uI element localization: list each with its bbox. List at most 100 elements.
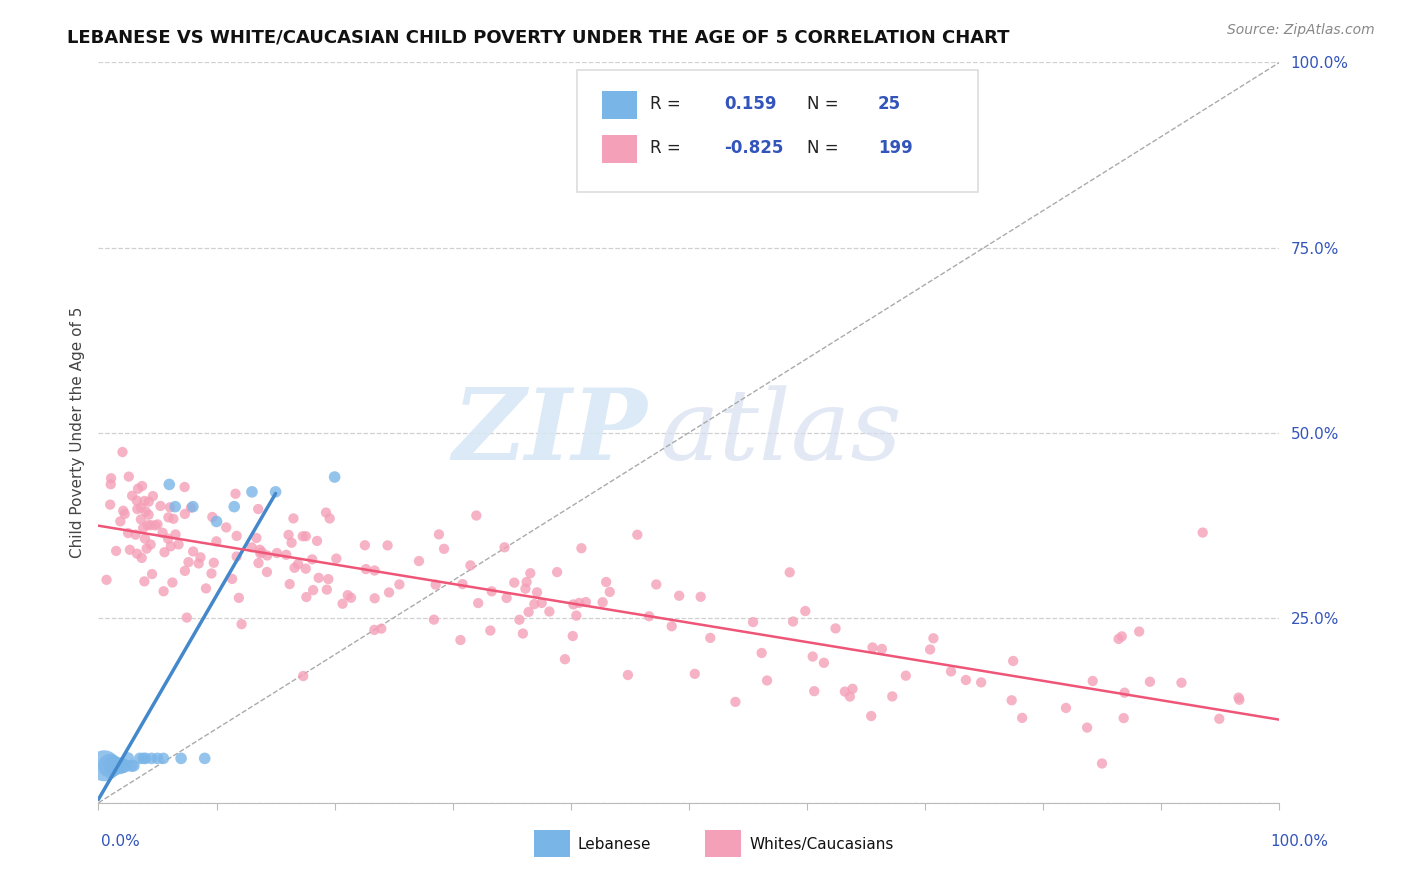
Point [336, 588, 359, 602]
Point [378, 585, 401, 599]
FancyBboxPatch shape [706, 830, 741, 857]
Point [834, 684, 856, 698]
Point [100, 471, 122, 485]
Point [125, 493, 148, 508]
Point [377, 538, 399, 552]
Text: R =: R = [650, 95, 686, 113]
Point [100, 477, 122, 491]
Point [305, 533, 328, 548]
Point [247, 502, 270, 516]
Point [546, 565, 568, 579]
Point [302, 583, 325, 598]
Point [689, 590, 711, 604]
Point [149, 499, 172, 513]
Point [134, 494, 156, 508]
Point [231, 617, 253, 632]
Point [132, 751, 155, 765]
Point [159, 539, 181, 553]
Point [177, 555, 200, 569]
Point [363, 564, 385, 578]
Point [187, 557, 209, 571]
Point [153, 545, 176, 559]
Text: Whites/Caucasians: Whites/Caucasians [749, 837, 894, 852]
Point [645, 577, 668, 591]
Point [157, 510, 180, 524]
Point [370, 622, 392, 636]
Point [661, 619, 683, 633]
Point [180, 500, 202, 515]
Point [205, 534, 228, 549]
Point [460, 558, 482, 573]
Text: 25: 25 [877, 95, 901, 113]
Point [595, 574, 617, 589]
Point [515, 582, 537, 596]
Text: -0.825: -0.825 [724, 139, 783, 157]
Text: atlas: atlas [659, 385, 903, 480]
Point [224, 487, 246, 501]
Point [315, 582, 337, 597]
Point [202, 556, 225, 570]
Point [111, 758, 134, 772]
Point [112, 504, 135, 518]
Point [256, 565, 278, 579]
Point [181, 500, 204, 514]
Point [568, 596, 591, 610]
Point [249, 542, 271, 557]
Point [176, 610, 198, 624]
Point [201, 510, 224, 524]
Point [554, 652, 576, 666]
Point [575, 595, 598, 609]
Point [134, 574, 156, 589]
Point [139, 537, 162, 551]
Point [146, 751, 169, 765]
Point [96, 573, 118, 587]
Point [292, 669, 315, 683]
Point [742, 615, 765, 629]
Point [1111, 629, 1133, 643]
Point [245, 531, 267, 545]
Point [132, 521, 155, 535]
Point [751, 646, 773, 660]
Point [129, 512, 152, 526]
Point [157, 532, 180, 546]
Text: N =: N = [807, 139, 844, 157]
Text: Source: ZipAtlas.com: Source: ZipAtlas.com [1227, 23, 1375, 37]
Point [516, 574, 538, 589]
Text: Lebanese: Lebanese [578, 837, 651, 852]
Point [181, 544, 204, 558]
Text: N =: N = [807, 95, 844, 113]
Point [824, 621, 846, 635]
Point [121, 489, 143, 503]
Point [143, 518, 166, 533]
Point [318, 572, 340, 586]
Point [561, 629, 583, 643]
Point [860, 709, 883, 723]
Point [882, 690, 904, 704]
Point [266, 546, 288, 560]
Point [129, 500, 152, 515]
Point [562, 598, 585, 612]
Point [1227, 692, 1250, 706]
Text: R =: R = [650, 139, 686, 157]
Point [467, 596, 489, 610]
Point [152, 525, 174, 540]
Point [174, 564, 197, 578]
Point [264, 484, 287, 499]
Point [118, 469, 141, 483]
Point [617, 668, 640, 682]
Point [152, 584, 174, 599]
Point [103, 758, 125, 772]
Point [423, 613, 446, 627]
Point [862, 640, 884, 655]
Point [128, 751, 150, 765]
Point [519, 566, 541, 581]
Point [323, 470, 346, 484]
Point [173, 507, 195, 521]
Point [127, 502, 149, 516]
FancyBboxPatch shape [576, 70, 979, 192]
Point [134, 532, 156, 546]
Point [449, 633, 471, 648]
Point [287, 557, 309, 571]
Point [427, 527, 450, 541]
Point [98, 498, 121, 512]
